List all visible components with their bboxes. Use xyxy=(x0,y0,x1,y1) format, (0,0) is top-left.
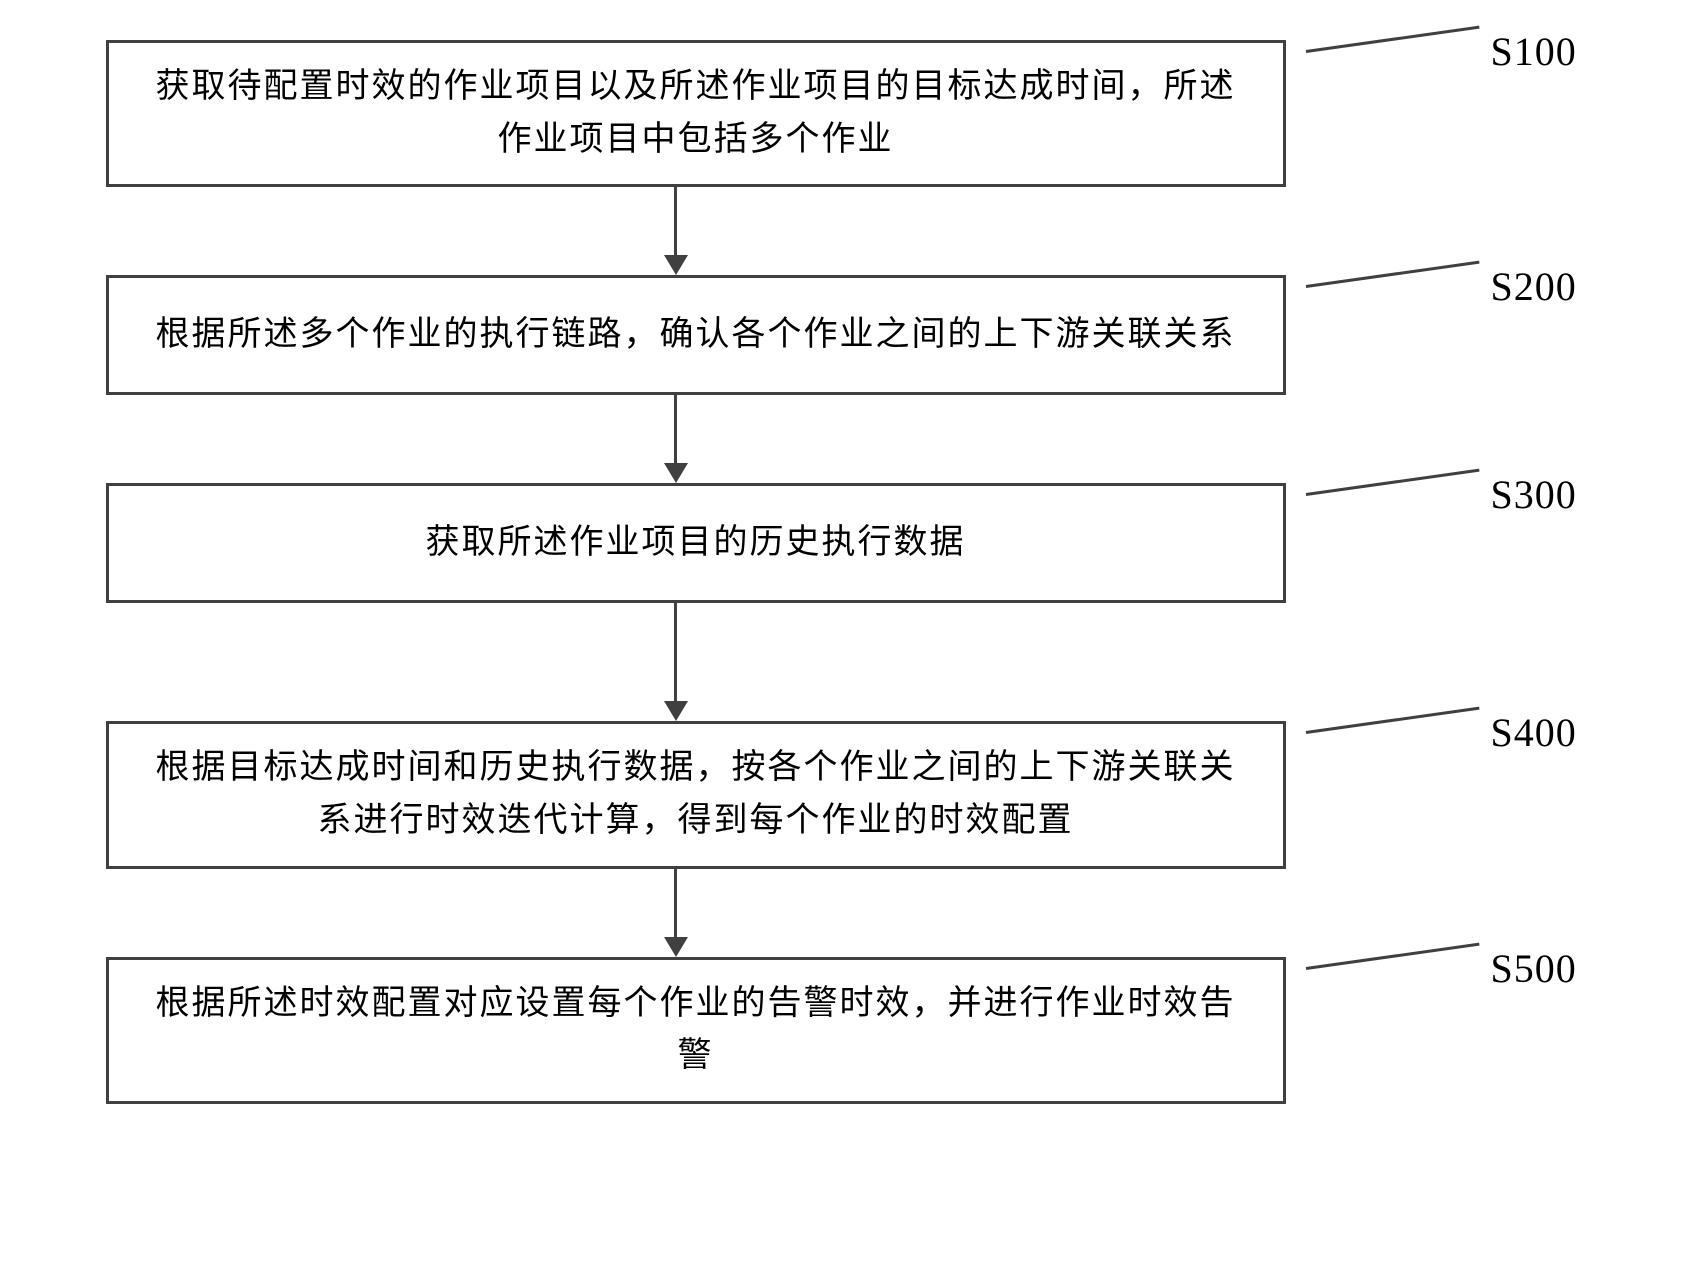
arrow-shaft xyxy=(674,603,677,701)
step-label: S200 xyxy=(1491,263,1577,310)
step-box-s100: 获取待配置时效的作业项目以及所述作业项目的目标达成时间，所述作业项目中包括多个作… xyxy=(106,40,1286,187)
step-box-s400: 根据目标达成时间和历史执行数据，按各个作业之间的上下游关联关系进行时效迭代计算，… xyxy=(106,721,1286,868)
step-text: 根据所述多个作业的执行链路，确认各个作业之间的上下游关联关系 xyxy=(156,309,1236,362)
arrow-shaft xyxy=(674,869,677,937)
label-connector: S100 xyxy=(1306,28,1577,75)
step-text: 根据所述时效配置对应设置每个作业的告警时效，并进行作业时效告警 xyxy=(139,978,1253,1083)
arrow-down-icon xyxy=(664,187,688,275)
arrow-shaft xyxy=(674,395,677,463)
arrow-down-icon xyxy=(664,603,688,721)
step-row: 根据目标达成时间和历史执行数据，按各个作业之间的上下游关联关系进行时效迭代计算，… xyxy=(46,721,1646,868)
arrow-head-icon xyxy=(664,255,688,275)
step-box-s500: 根据所述时效配置对应设置每个作业的告警时效，并进行作业时效告警 xyxy=(106,957,1286,1104)
step-label: S400 xyxy=(1491,709,1577,756)
connector-line xyxy=(1305,261,1479,288)
arrow-down-icon xyxy=(664,869,688,957)
step-label: S300 xyxy=(1491,471,1577,518)
label-connector: S400 xyxy=(1306,709,1577,756)
connector-line xyxy=(1305,942,1479,969)
connector-line xyxy=(1305,26,1479,53)
step-row: 根据所述多个作业的执行链路，确认各个作业之间的上下游关联关系 S200 xyxy=(46,275,1646,395)
step-row: 根据所述时效配置对应设置每个作业的告警时效，并进行作业时效告警 S500 xyxy=(46,957,1646,1104)
step-row: 获取待配置时效的作业项目以及所述作业项目的目标达成时间，所述作业项目中包括多个作… xyxy=(46,40,1646,187)
step-label: S100 xyxy=(1491,28,1577,75)
step-label: S500 xyxy=(1491,945,1577,992)
arrow-down-icon xyxy=(664,395,688,483)
step-box-s300: 获取所述作业项目的历史执行数据 xyxy=(106,483,1286,603)
step-text: 获取待配置时效的作业项目以及所述作业项目的目标达成时间，所述作业项目中包括多个作… xyxy=(139,61,1253,166)
label-connector: S300 xyxy=(1306,471,1577,518)
step-text: 根据目标达成时间和历史执行数据，按各个作业之间的上下游关联关系进行时效迭代计算，… xyxy=(139,742,1253,847)
label-connector: S500 xyxy=(1306,945,1577,992)
step-box-s200: 根据所述多个作业的执行链路，确认各个作业之间的上下游关联关系 xyxy=(106,275,1286,395)
arrow-head-icon xyxy=(664,463,688,483)
arrow-shaft xyxy=(674,187,677,255)
connector-line xyxy=(1305,707,1479,734)
arrow-head-icon xyxy=(664,937,688,957)
flowchart-container: 获取待配置时效的作业项目以及所述作业项目的目标达成时间，所述作业项目中包括多个作… xyxy=(46,40,1646,1104)
connector-line xyxy=(1305,469,1479,496)
arrow-head-icon xyxy=(664,701,688,721)
label-connector: S200 xyxy=(1306,263,1577,310)
step-row: 获取所述作业项目的历史执行数据 S300 xyxy=(46,483,1646,603)
step-text: 获取所述作业项目的历史执行数据 xyxy=(426,517,966,570)
